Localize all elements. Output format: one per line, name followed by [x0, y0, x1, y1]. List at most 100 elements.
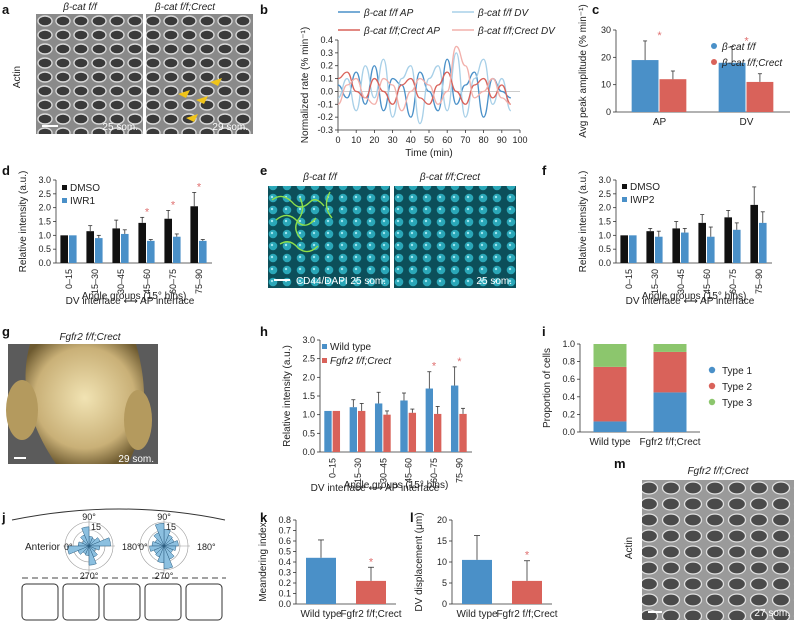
rose-1-wedge-2 [88, 537, 101, 547]
h-ytick-label-2: 1.0 [302, 410, 315, 420]
k-ytick-label-2: 0.2 [278, 578, 291, 588]
chart-h: 0.0 0.5 1.0 1.5 2.0 2.5 3.0 Relative intensity … [282, 335, 472, 491]
c-xtick-label-1: AP [653, 117, 667, 128]
panel-m-letter: m [614, 456, 626, 471]
k-ylabel: Meandering index [258, 522, 269, 602]
legend-i-item-2: Type 2 [722, 382, 752, 393]
c-signif-star-1: * [657, 30, 662, 42]
d-xlabel: Angle groups (15° bins) [82, 291, 187, 302]
b-xtick-label-3: 30 [388, 135, 398, 145]
b-ytick-label-4: 0.1 [320, 74, 333, 84]
panel-i-letter: i [542, 324, 546, 339]
h-signif-star-5: * [432, 361, 437, 373]
panel-g-lobe-right [124, 390, 152, 450]
legend-b-item-3: β-cat f/f;Crect AP [363, 26, 440, 37]
d-bar-2-1 [86, 231, 94, 263]
d-signif-star-4: * [145, 206, 150, 218]
h-bar-5-1 [425, 388, 433, 452]
h-ytick-label-3: 1.5 [302, 391, 315, 401]
h-bar-5-2 [434, 413, 442, 452]
k-xtick-label-1: Wild type [300, 609, 342, 620]
c-ytick-label-2: 20 [601, 52, 611, 62]
c-signif-star-2: * [744, 35, 749, 47]
f-bar-1-2 [629, 235, 637, 263]
f-bar-2-2 [655, 236, 663, 263]
h-xtick-label-1: 0–15 [328, 458, 338, 478]
i-bar-1-1 [593, 421, 627, 432]
f-bar-2-1 [646, 231, 654, 263]
rose-1-wedge-14 [88, 545, 98, 558]
rose-1-wedge-10 [77, 545, 90, 555]
d-ytick-label-2: 1.0 [38, 230, 51, 240]
panel-b-letter: b [260, 2, 268, 17]
l-bar-2 [512, 580, 542, 604]
legend-c-item-2: β-cat f/f;Crect [721, 58, 783, 69]
d-xtick-label-6: 75–90 [194, 269, 204, 294]
h-xtick-label-2: 15–30 [353, 458, 363, 483]
k-ytick-label-7: 0.7 [278, 526, 291, 536]
d-bar-3-2 [121, 233, 129, 263]
legend-i-item-3: Type 3 [722, 398, 752, 409]
l-xtick-label-2: Fgfr2 f/f;Crect [496, 609, 557, 620]
i-ytick-label-5: 1.0 [562, 339, 575, 349]
panel-a-title-left: β-cat f/f [62, 2, 98, 13]
i-ylabel: Proportion of cells [542, 348, 553, 428]
legend-f-item-2: IWP2 [630, 195, 655, 206]
panel-l-letter: l [410, 510, 414, 525]
panel-c-legend: β-cat f/f β-cat f/f;Crect [711, 42, 783, 69]
c-ylabel: Avg peak amplitude (% min⁻¹) [578, 4, 589, 137]
d-xtick-label-5: 60–75 [168, 269, 178, 294]
l-ytick-label-4: 20 [437, 515, 447, 525]
legend-d-item-1: DMSO [70, 183, 100, 194]
d-xtick-label-2: 15–30 [90, 269, 100, 294]
b-ylabel: Normalized rate (% min⁻¹) [300, 27, 311, 143]
f-xtick-label-4: 45–60 [702, 269, 712, 294]
panel-k-letter: k [260, 510, 268, 525]
k-ytick-label-3: 0.3 [278, 568, 291, 578]
d-bar-4-1 [138, 222, 146, 263]
panel-e-stamp-left: CD44/DAPI 25 som. [296, 276, 386, 287]
legend-f-item-1: DMSO [630, 182, 660, 193]
chart-c: 0 10 20 30 Avg peak amplitude (% min⁻¹) AP * DV… [578, 4, 790, 138]
panel-i-legend: Type 1 Type 2 Type 3 [708, 366, 752, 409]
d-ytick-label-0: 0.0 [38, 258, 51, 268]
panel-e-micrograph-left [268, 186, 390, 288]
legend-b-item-4: β-cat f/f;Crect DV [477, 26, 556, 37]
f-ytick-label-6: 3.0 [598, 175, 611, 185]
legend-i-item-1: Type 1 [722, 366, 752, 377]
panel-g-embryo-render [25, 344, 145, 464]
panel-a-stamp-right: 29 som. [212, 122, 248, 133]
f-ylabel: Relative intensity (a.u.) [578, 171, 589, 273]
d-ytick-label-5: 2.5 [38, 189, 51, 199]
b-xtick-label-9: 90 [497, 135, 507, 145]
c-xtick-label-2: DV [740, 117, 754, 128]
panel-j-tissue-outline [11, 508, 226, 521]
panel-m-micrograph [642, 480, 794, 620]
rose-2-wedge-6 [153, 532, 165, 547]
f-bar-1-1 [620, 235, 628, 263]
f-xtick-label-3: 30–45 [676, 269, 686, 294]
f-xtick-label-5: 60–75 [728, 269, 738, 294]
h-bar-3-1 [374, 403, 383, 452]
i-xtick-label-1: Wild type [589, 437, 631, 448]
panel-f-footer: DV interface ⟷ AP interface [626, 296, 755, 307]
h-ytick-label-1: 0.5 [302, 428, 315, 438]
d-bar-1-2 [69, 235, 77, 263]
l-bar-1 [462, 559, 492, 604]
rose-diagram-wild-type [63, 520, 115, 572]
b-xtick-label-7: 70 [460, 135, 470, 145]
panel-f-legend: DMSO IWP2 [622, 182, 660, 206]
chart-l: 0 5 10 15 20 DV displacement (μm) Wild typeFgf… [414, 512, 558, 620]
d-bar-6-2 [199, 240, 207, 263]
chart-b: -0.3 -0.2 -0.1 0.0 0.1 0.2 0.3 0.4 Normalized ra… [300, 27, 528, 159]
panel-b-legend: β-cat f/f AP β-cat f/f DV β-cat f/f;Crec… [338, 8, 556, 37]
d-bar-2-2 [95, 238, 103, 263]
h-ytick-label-6: 3.0 [302, 335, 315, 345]
d-bar-5-2 [173, 236, 181, 263]
f-bar-6-2 [759, 222, 767, 263]
i-ytick-label-3: 0.6 [562, 374, 575, 384]
d-ylabel: Relative intensity (a.u.) [18, 171, 29, 273]
legend-c-item-1: β-cat f/f [721, 42, 757, 53]
f-ytick-label-3: 1.5 [598, 217, 611, 227]
panel-a-micrograph-left [36, 14, 143, 134]
